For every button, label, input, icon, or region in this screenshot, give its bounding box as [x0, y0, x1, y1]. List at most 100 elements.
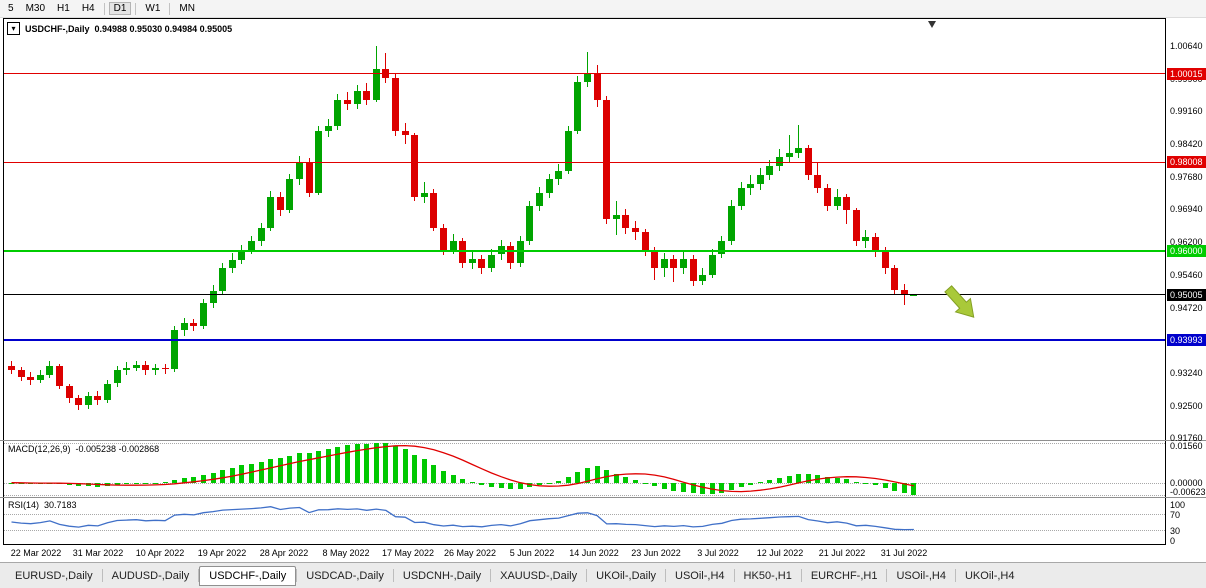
macd-histogram-bar: [66, 482, 72, 485]
candle-body: [632, 228, 639, 233]
macd-histogram-bar: [335, 446, 341, 483]
price-badge: 1.00015: [1167, 67, 1206, 80]
macd-histogram-bar: [700, 482, 706, 495]
candle-body: [152, 367, 159, 371]
macd-histogram-bar: [594, 465, 600, 483]
candle-body: [372, 68, 380, 100]
candle-body: [36, 374, 44, 380]
date-axis-label: 31 Mar 2022: [72, 548, 124, 558]
price-badge: 0.98008: [1167, 156, 1206, 169]
period-toolbar: 5 M30 H1 H4 D1 W1 MN: [0, 0, 1206, 18]
candle-body: [27, 376, 35, 380]
chart-tab-usoilh4[interactable]: USOil-,H4: [675, 569, 725, 582]
candle-body: [171, 330, 179, 370]
rsi-axis-label: 70: [1170, 509, 1181, 520]
macd-histogram-bar: [757, 482, 763, 484]
macd-histogram-bar: [729, 482, 734, 491]
tab-separator: [392, 569, 394, 582]
chart-tab-xauusddaily[interactable]: XAUUSD-,Daily: [500, 569, 578, 582]
rsi-indicator-label: RSI(14) 30.7183: [8, 500, 77, 510]
macd-histogram-bar: [105, 482, 110, 487]
macd-histogram-bar: [181, 478, 187, 483]
period-button-h4[interactable]: H4: [81, 3, 95, 14]
candle-body: [459, 241, 467, 264]
chart-tab-usdchfdaily[interactable]: USDCHF-,Daily: [199, 565, 297, 586]
macd-histogram-bar: [220, 469, 226, 483]
horizontal-level-line[interactable]: [4, 249, 1165, 252]
macd-histogram-bar: [546, 482, 552, 484]
macd-histogram-bar: [460, 478, 466, 483]
period-button-5[interactable]: 5: [8, 3, 14, 14]
chart-shift-marker[interactable]: [928, 21, 936, 28]
period-button-m30[interactable]: M30: [25, 3, 46, 14]
macd-histogram-bar: [681, 482, 686, 492]
chart-tab-usdcaddaily[interactable]: USDCAD-,Daily: [306, 569, 384, 582]
macd-histogram-bar: [575, 472, 581, 483]
date-axis-label: 5 Jun 2022: [509, 548, 555, 558]
period-button-w1[interactable]: W1: [145, 3, 161, 14]
candle-body: [795, 148, 803, 153]
period-button-mn[interactable]: MN: [179, 3, 195, 14]
chart-tab-ukoilh4[interactable]: UKOil-,H4: [964, 569, 1015, 582]
candle-body: [718, 241, 726, 255]
sell-trend-arrow-shape: [944, 285, 975, 318]
toolbar-separator: [103, 2, 105, 15]
symbol-dropdown-button[interactable]: ▾: [7, 22, 20, 35]
candle-wick: [798, 125, 800, 159]
macd-histogram-bar: [325, 448, 331, 483]
macd-histogram-bar: [28, 482, 34, 484]
candle-body: [900, 289, 908, 296]
horizontal-level-line[interactable]: [4, 338, 1165, 341]
chart-tab-eurchfh1[interactable]: EURCHF-,H1: [810, 569, 878, 582]
price-badge: 0.95005: [1167, 288, 1206, 301]
macd-histogram-bar: [172, 480, 178, 483]
chart-frame: [3, 18, 1166, 545]
candle-body: [699, 275, 707, 281]
pane-separator[interactable]: [0, 497, 1206, 498]
candle-body: [440, 228, 447, 251]
date-axis-label: 10 Apr 2022: [135, 548, 185, 558]
price-axis-label: 0.98420: [1170, 139, 1203, 149]
macd-histogram-bar: [191, 476, 197, 483]
macd-histogram-bar: [239, 465, 245, 483]
candle-body: [113, 370, 121, 384]
chart-tab-eurusddaily[interactable]: EURUSD-,Daily: [15, 569, 93, 582]
macd-histogram-bar: [661, 482, 667, 489]
candle-body: [142, 364, 150, 371]
chart-tab-usdcnhdaily[interactable]: USDCNH-,Daily: [402, 569, 482, 582]
tab-separator: [886, 569, 888, 582]
candle-body: [161, 367, 169, 370]
date-axis-label: 3 Jul 2022: [697, 548, 739, 558]
chart-tab-audusddaily[interactable]: AUDUSD-,Daily: [111, 569, 190, 582]
price-badge: 0.93993: [1167, 333, 1206, 346]
candle-body: [824, 188, 831, 206]
chart-tab-hk50h1[interactable]: HK50-,H1: [743, 569, 792, 582]
candle-body: [564, 130, 572, 171]
candle-body: [689, 258, 697, 281]
tab-separator: [954, 569, 956, 582]
tab-separator: [198, 569, 200, 582]
period-button-d1[interactable]: D1: [108, 2, 132, 15]
rsi-axis-label: 30: [1170, 526, 1181, 537]
chart-tab-ukoildaily[interactable]: UKOil-,Daily: [596, 569, 657, 582]
candle-body: [862, 236, 870, 242]
sell-trend-arrow[interactable]: [929, 271, 994, 336]
macd-values: -0.005238 -0.002868: [75, 444, 160, 454]
ohlc-readout: 0.94988 0.95030 0.94984 0.95005: [94, 23, 233, 34]
pane-separator[interactable]: [0, 440, 1206, 441]
horizontal-level-line[interactable]: [4, 294, 1165, 296]
macd-histogram-bar: [287, 455, 293, 483]
macd-histogram-bar: [815, 475, 821, 483]
period-button-h1[interactable]: H1: [57, 3, 70, 14]
candle-wick: [385, 53, 387, 83]
macd-histogram-bar: [431, 464, 437, 483]
horizontal-level-line[interactable]: [4, 73, 1165, 75]
horizontal-level-line[interactable]: [4, 161, 1165, 163]
macd-histogram-bar: [489, 482, 494, 487]
candle-body: [747, 183, 755, 189]
chart-tab-usoilh4[interactable]: USOil-,H4: [896, 569, 946, 582]
macd-histogram-bar: [354, 444, 360, 483]
macd-histogram-bar: [306, 453, 312, 483]
candle-body: [190, 323, 198, 327]
